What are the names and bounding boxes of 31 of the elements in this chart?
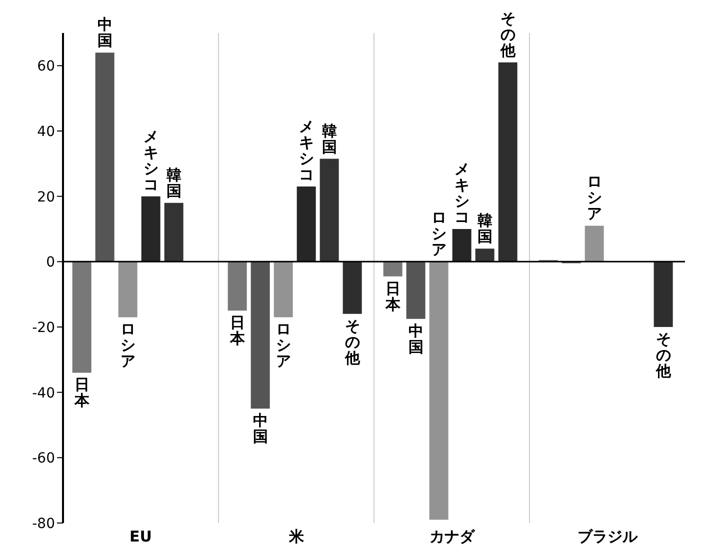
text: 中国 xyxy=(408,322,424,356)
text: ロシア xyxy=(431,208,446,259)
series-label: 韓国 xyxy=(166,166,182,200)
x-tick-label: EU xyxy=(130,528,152,546)
text: 韓国 xyxy=(477,212,492,246)
series-label: ロシア xyxy=(120,320,136,370)
y-tick-label: 40 xyxy=(37,124,55,140)
series-label: その他 xyxy=(344,316,361,367)
series-label: 中国 xyxy=(97,16,112,50)
series-label: 日本 xyxy=(73,376,90,410)
y-tick-label: 20 xyxy=(37,189,55,206)
text: 日本 xyxy=(230,314,245,348)
series-label: メキシコ xyxy=(143,127,158,194)
y-tick-label: -20 xyxy=(32,320,55,336)
text: 中国 xyxy=(252,412,268,446)
text: 日本 xyxy=(385,279,400,314)
y-tick-label: 60 xyxy=(37,58,55,75)
text: ロシア xyxy=(276,320,291,370)
y-tick-label: -40 xyxy=(32,385,55,402)
y-tick-label: 0 xyxy=(46,254,55,271)
text: 韓国 xyxy=(322,122,337,156)
text: その他 xyxy=(656,330,671,380)
x-tick-label: カナダ xyxy=(429,528,476,546)
text: その他 xyxy=(500,9,516,60)
y-tick-label: -80 xyxy=(32,516,55,532)
y-tick-label: -60 xyxy=(32,450,55,467)
x-tick-label: ブラジル xyxy=(577,528,638,546)
text: メキシコ xyxy=(298,118,314,184)
x-tick-label: 米 xyxy=(288,528,305,546)
text: メキシコ xyxy=(454,160,470,226)
text: ロシア xyxy=(586,172,602,223)
